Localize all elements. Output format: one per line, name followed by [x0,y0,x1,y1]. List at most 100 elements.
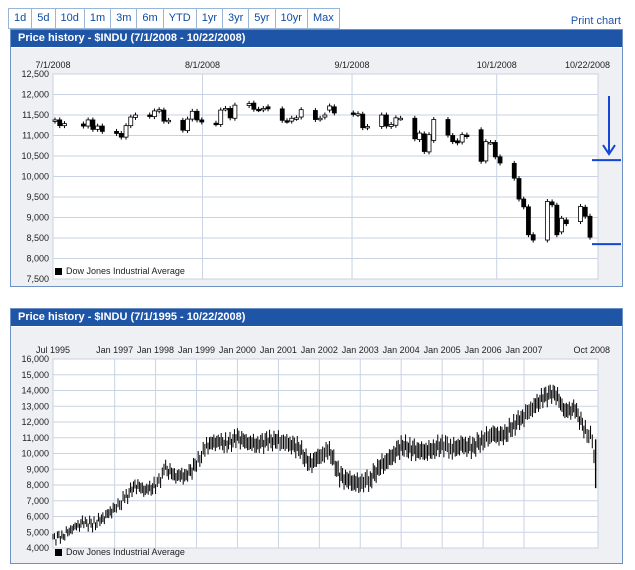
range-tab-ytd[interactable]: YTD [162,8,197,29]
ytd-price-panel: Price history - $INDU (7/1/2008 - 10/22/… [10,29,623,287]
candle [578,206,583,222]
candle [189,110,195,120]
candle [417,132,422,141]
candle [279,108,285,121]
candle [331,106,337,114]
candlestick-chart: 7,500 8,000 8,500 9,000 9,500 10,000 10,500 11,… [21,60,621,284]
candle [114,131,119,134]
candle [185,118,190,131]
range-tab-3yr[interactable]: 3yr [221,8,250,29]
candle [431,119,437,141]
x-tick-label: Jan 2006 [465,345,502,355]
candle [312,110,318,120]
candle [483,141,489,162]
range-tab-3m[interactable]: 3m [110,8,138,29]
candle [360,113,366,129]
x-tick-label: Jan 2000 [219,345,256,355]
candle [379,114,385,127]
y-tick-label: 10,500 [21,151,49,161]
candle [213,122,219,126]
candle [582,206,588,217]
candle [62,123,67,127]
print-chart-link[interactable]: Print chart [570,15,621,27]
candle [350,112,356,115]
range-tab-1m[interactable]: 1m [83,8,112,29]
candle [57,119,63,127]
y-tick-label: 15,000 [21,370,49,380]
y-tick-label: 9,500 [26,192,49,202]
candle [85,119,91,127]
candle [123,125,129,138]
candle [388,124,394,127]
candle [246,103,252,106]
range-tab-1yr[interactable]: 1yr [195,8,223,29]
candle [355,113,361,116]
range-tab-10d[interactable]: 10d [54,8,85,29]
x-tick-label: Jan 2003 [342,345,379,355]
candle [526,206,531,236]
y-tick-label: 14,000 [21,386,49,396]
x-tick-label: 10/1/2008 [477,60,517,70]
x-tick-label: Jan 2001 [260,345,297,355]
candle [398,117,404,121]
candle [156,109,162,112]
y-tick-label: 11,500 [22,110,49,120]
candle [133,114,138,118]
candle [544,201,550,241]
candle [166,119,172,123]
y-tick-label: 10,000 [21,449,49,459]
candle [412,117,418,140]
candle [289,117,295,122]
candle [294,117,299,120]
x-tick-label: 8/1/2008 [185,60,220,70]
candle [445,119,451,136]
range-tab-max[interactable]: Max [306,8,340,29]
x-tick-label: Jan 2002 [301,345,338,355]
x-tick-label: Jan 1999 [178,345,215,355]
down-arrow-head-icon [602,144,616,156]
candle [587,215,593,238]
candle [232,104,238,119]
candle [459,134,465,143]
y-tick-label: 13,000 [21,401,49,411]
range-tab-5d[interactable]: 5d [31,8,56,29]
candle [147,114,153,117]
x-tick-label: Jan 2004 [383,345,420,355]
x-tick-label: Jul 1995 [36,345,70,355]
range-tab-bar: 1d 5d 10d 1m 3m 6m YTD 1yr 3yr 5yr 10yr Max [8,8,340,29]
range-tab-10yr[interactable]: 10yr [274,8,308,29]
y-tick-label: 8,000 [26,480,49,490]
candle [81,123,86,127]
candle [450,135,456,143]
candle [90,119,96,130]
range-tab-5yr[interactable]: 5yr [248,8,276,29]
candle [298,109,304,118]
y-tick-label: 5,000 [26,527,49,537]
y-tick-label: 11,000 [22,131,49,141]
x-tick-label: Jan 1998 [137,345,174,355]
candle [227,108,233,119]
candle [322,114,328,118]
range-tab-1d[interactable]: 1d [8,8,33,29]
candle [317,117,323,121]
x-tick-label: 9/1/2008 [335,60,370,70]
long-term-price-panel: Price history - $INDU (7/1/1995 - 10/22/… [10,308,623,564]
legend-label: Dow Jones Industrial Average [66,547,185,557]
x-tick-label: Jan 1997 [96,345,133,355]
chart-area: 4,000 5,000 6,000 7,000 8,000 9,000 10,000 11,0… [11,327,622,563]
candle [464,134,470,137]
candle [549,201,555,206]
candle [478,129,484,162]
candle [199,119,205,123]
candle [52,119,58,122]
y-tick-label: 9,000 [26,213,49,223]
y-tick-label: 12,000 [21,417,49,427]
range-tab-6m[interactable]: 6m [136,8,164,29]
candle [455,140,460,144]
candle [260,108,266,111]
candle [284,120,290,123]
candle [194,110,200,121]
candle [327,105,333,111]
chart-area: 7,500 8,000 8,500 9,000 9,500 10,000 10,500 11,… [11,48,622,286]
candle [497,156,503,164]
